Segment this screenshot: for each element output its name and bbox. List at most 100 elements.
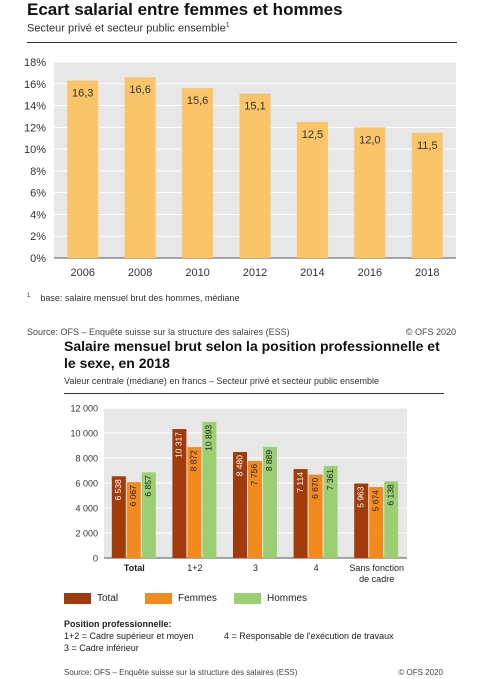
chart2-notes: Position professionnelle: 1+2 = Cadre su… bbox=[64, 618, 394, 654]
chart1-xtick-label: 2008 bbox=[128, 267, 152, 279]
chart2-ytick-label: 8 000 bbox=[75, 454, 98, 464]
chart1-ytick-label: 8% bbox=[30, 166, 46, 178]
legend-item-hommes: Hommes bbox=[234, 593, 307, 604]
chart1-data-label: 12,0 bbox=[359, 134, 380, 146]
chart2-bar-hommes bbox=[263, 446, 277, 558]
chart1-data-label: 16,3 bbox=[72, 88, 93, 100]
chart1-bar bbox=[239, 93, 271, 258]
chart2-xtick-label: 4 bbox=[314, 563, 319, 573]
chart2-bar-femmes bbox=[369, 487, 384, 558]
chart2-xtick-label: de cadre bbox=[359, 574, 394, 584]
chart2-bar-hommes bbox=[202, 421, 217, 558]
legend-item-femmes: Femmes bbox=[145, 593, 217, 604]
chart2-title: Salaire mensuel brut selon la position p… bbox=[64, 338, 440, 371]
chart2-copyright: © OFS 2020 bbox=[398, 668, 443, 677]
chart1-data-label: 11,5 bbox=[417, 140, 438, 152]
chart1-xtick-label: 2014 bbox=[300, 267, 324, 279]
chart2-ytick-label: 6 000 bbox=[75, 479, 98, 489]
legend-swatch-total bbox=[64, 593, 91, 604]
chart1-title: Ecart salarial entre femmes et hommes bbox=[27, 0, 343, 19]
chart2-ytick-label: 10 000 bbox=[70, 429, 98, 439]
chart1-xtick-label: 2010 bbox=[185, 267, 209, 279]
chart1-ytick-label: 12% bbox=[24, 122, 46, 134]
legend-item-total: Total bbox=[64, 593, 118, 604]
chart2-data-label: 5 963 bbox=[355, 486, 365, 508]
chart1-xtick-label: 2016 bbox=[358, 267, 382, 279]
chart1-subtitle-note-mark: 1 bbox=[225, 22, 230, 29]
chart2-xtick-label: Sans fonction bbox=[349, 563, 404, 573]
chart1-ytick-label: 10% bbox=[24, 144, 46, 156]
chart2-bar-hommes bbox=[141, 472, 156, 558]
chart1-svg: 0% 2% 4% 6% 8% 10% 12% 14% 16% 18% 16,3 2006 16,6 200… bbox=[24, 57, 456, 279]
legend-label-total: Total bbox=[97, 593, 119, 604]
chart1-data-label: 15,6 bbox=[187, 95, 208, 107]
chart2-ytick-label: 2 000 bbox=[75, 529, 98, 539]
chart2-data-label: 10 317 bbox=[174, 432, 184, 458]
note-cadre-inf: 3 = Cadre inférieur bbox=[64, 643, 139, 653]
chart2-source: Source: OFS – Enquête suisse sur la stru… bbox=[64, 668, 298, 677]
chart1-title-rule bbox=[27, 42, 457, 43]
chart2-data-label: 5 674 bbox=[370, 490, 380, 512]
chart2-data-label: 10 893 bbox=[204, 425, 214, 451]
chart2-bar-femmes bbox=[308, 474, 323, 558]
chart2-bar-femmes bbox=[187, 447, 202, 558]
chart1-bar bbox=[354, 127, 386, 258]
chart1-data-label: 16,6 bbox=[129, 84, 150, 96]
note-cadre-sup: 1+2 = Cadre supérieur et moyen bbox=[64, 631, 194, 641]
chart2-data-label: 6 670 bbox=[310, 477, 320, 499]
chart2-ytick-label: 4 000 bbox=[75, 504, 98, 514]
chart1-copyright: © OFS 2020 bbox=[405, 327, 456, 337]
chart2-data-label: 8 872 bbox=[189, 450, 199, 472]
chart1-xtick-label: 2018 bbox=[415, 267, 439, 279]
chart1-bar bbox=[182, 88, 214, 258]
chart2-bar-total bbox=[233, 452, 247, 558]
chart2-bar-femmes bbox=[248, 461, 262, 558]
chart2-bar-total bbox=[293, 469, 308, 558]
chart1-subtitle-text: Secteur privé et secteur public ensemble bbox=[27, 22, 226, 35]
chart1-footnote-mark: 1 bbox=[27, 293, 31, 299]
chart2-data-label: 6 857 bbox=[143, 475, 153, 497]
chart1-ytick-label: 4% bbox=[30, 209, 46, 221]
chart2-data-label: 8 480 bbox=[234, 455, 244, 477]
chart2-subtitle: Valeur centrale (médiane) en francs – Se… bbox=[64, 376, 379, 386]
chart2-svg: 0 2 000 4 000 6 000 8 000 10 000 12 000 6 538 6 … bbox=[70, 404, 407, 584]
chart2-data-label: 7 756 bbox=[249, 464, 259, 486]
chart2-ytick-label: 0 bbox=[93, 554, 98, 564]
chart1-ytick-label: 2% bbox=[30, 231, 46, 243]
chart1-bar bbox=[67, 80, 99, 258]
chart1-bar bbox=[296, 121, 328, 258]
chart1-bar bbox=[411, 132, 443, 258]
legend-swatch-hommes bbox=[234, 593, 261, 604]
chart2-data-label: 8 889 bbox=[264, 450, 274, 472]
chart2-bar-hommes bbox=[323, 465, 338, 558]
chart2-data-label: 7 361 bbox=[325, 469, 335, 491]
legend-swatch-femmes bbox=[145, 593, 172, 604]
chart1-ytick-label: 0% bbox=[30, 253, 46, 265]
chart2-bar-total bbox=[354, 483, 369, 558]
chart2-data-label: 6 138 bbox=[385, 484, 395, 506]
chart1-data-label: 12,5 bbox=[302, 129, 323, 141]
chart1-ytick-label: 6% bbox=[30, 188, 46, 200]
chart2-ytick-label: 12 000 bbox=[70, 404, 98, 414]
chart2-bar-femmes bbox=[126, 482, 141, 558]
note-responsable: 4 = Responsable de l'exécution de travau… bbox=[224, 631, 394, 641]
chart1-subtitle: Secteur privé et secteur public ensemble… bbox=[27, 22, 230, 35]
chart2-xtick-label: Total bbox=[124, 563, 145, 573]
chart1-xtick-label: 2006 bbox=[70, 267, 94, 279]
legend-label-femmes: Femmes bbox=[178, 593, 217, 604]
chart1-ytick-label: 14% bbox=[24, 101, 46, 113]
chart2-data-label: 7 114 bbox=[295, 472, 305, 493]
legend-label-hommes: Hommes bbox=[267, 593, 308, 604]
chart1-source: Source: OFS – Enquête suisse sur la stru… bbox=[27, 327, 290, 337]
chart2-title-rule bbox=[64, 393, 444, 394]
chart2-xtick-label: 3 bbox=[253, 563, 258, 573]
chart1-xtick-label: 2012 bbox=[243, 267, 267, 279]
chart1-ytick-label: 18% bbox=[24, 57, 46, 69]
notes-title: Position professionnelle: bbox=[64, 619, 172, 629]
chart1-footnote-text: base: salaire mensuel brut des hommes, m… bbox=[40, 293, 240, 303]
chart1-data-label: 15,1 bbox=[244, 101, 265, 113]
chart2-bar-total bbox=[172, 429, 187, 558]
chart2-xtick-label: 1+2 bbox=[187, 563, 202, 573]
chart2-data-label: 6 067 bbox=[128, 485, 138, 507]
chart2-bar-total bbox=[111, 476, 126, 558]
